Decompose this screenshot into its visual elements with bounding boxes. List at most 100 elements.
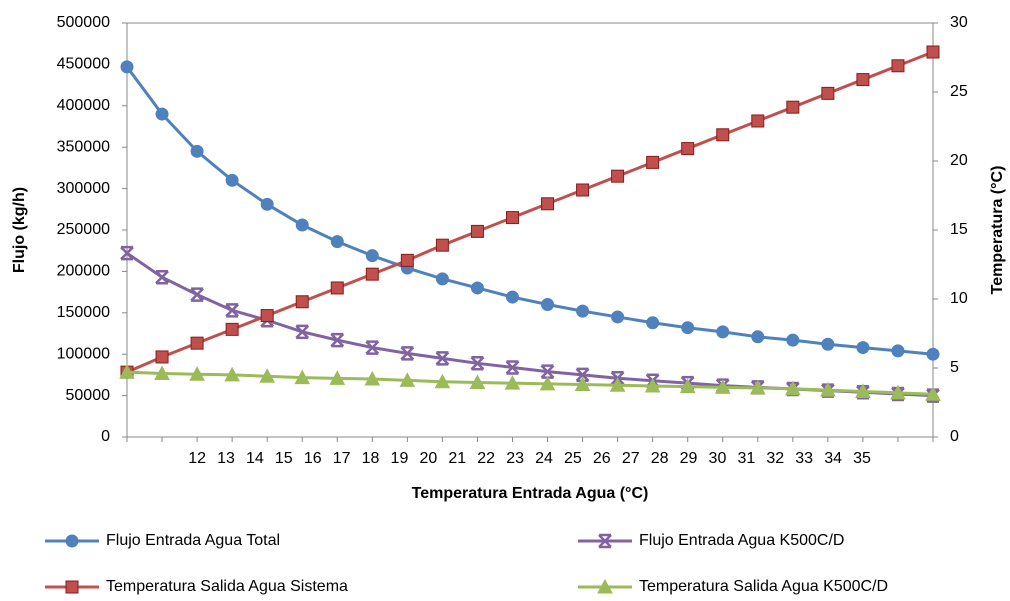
- y-tick-label: 200000: [57, 263, 110, 280]
- data-point: [435, 272, 449, 286]
- y-tick-label: 100000: [57, 345, 110, 362]
- y-tick-label: 450000: [57, 56, 110, 73]
- data-point: [470, 281, 484, 295]
- data-point: [224, 366, 240, 382]
- data-point: [575, 367, 590, 383]
- x-tick-label: 32: [766, 450, 784, 467]
- data-point: [399, 372, 416, 387]
- data-point: [821, 86, 835, 100]
- data-point: [155, 107, 169, 121]
- y2-tick-label: 25: [950, 83, 968, 100]
- data-point: [225, 173, 239, 187]
- data-point: [364, 370, 381, 386]
- data-point: [646, 316, 660, 330]
- data-point: [926, 45, 940, 59]
- data-point: [505, 290, 519, 304]
- data-point: [190, 287, 204, 302]
- data-point: [749, 379, 766, 395]
- data-point: [470, 224, 484, 238]
- y-tick-label: 0: [101, 428, 110, 445]
- data-point: [189, 366, 205, 381]
- x-tick-label: 29: [680, 450, 698, 467]
- y-tick-label: 150000: [57, 304, 110, 321]
- data-point: [681, 142, 695, 156]
- data-point: [330, 235, 344, 249]
- x-tick-label: 12: [188, 450, 206, 467]
- y2-tick-label: 20: [950, 152, 968, 169]
- y-tick-label: 50000: [66, 387, 111, 404]
- data-point: [681, 321, 695, 335]
- data-point: [295, 324, 310, 340]
- series-line: [126, 50, 934, 374]
- x-tick-label: 13: [217, 450, 235, 467]
- legend-marker: [65, 580, 79, 594]
- y-tick-label: 350000: [57, 138, 110, 155]
- data-point: [821, 337, 835, 351]
- data-point: [120, 245, 134, 261]
- y-tick-label: 250000: [57, 221, 110, 238]
- data-point: [891, 59, 905, 73]
- legend-marker: [597, 578, 613, 594]
- data-point: [679, 378, 696, 394]
- data-point: [541, 298, 555, 312]
- data-point: [505, 360, 520, 375]
- series-line: [126, 370, 934, 396]
- data-point: [609, 377, 626, 392]
- data-point: [225, 303, 240, 318]
- legend-marker: [598, 533, 612, 549]
- x-tick-label: 17: [333, 450, 351, 467]
- data-point: [400, 253, 414, 267]
- data-point: [786, 333, 800, 347]
- y2-tick-label: 30: [950, 14, 968, 31]
- data-point: [154, 365, 170, 381]
- data-point: [714, 379, 731, 394]
- y-tick-label: 400000: [57, 97, 110, 114]
- data-point: [330, 281, 344, 295]
- data-point: [435, 351, 450, 366]
- data-point: [365, 340, 380, 355]
- x-tick-label: 16: [304, 450, 322, 467]
- data-point: [540, 364, 555, 379]
- data-point: [505, 211, 519, 225]
- data-point: [504, 375, 521, 390]
- x-tick-label: 22: [477, 450, 495, 467]
- data-point: [329, 370, 346, 385]
- data-point: [365, 249, 379, 263]
- data-point: [260, 309, 274, 323]
- data-point: [541, 197, 555, 211]
- data-point: [330, 332, 345, 348]
- data-point: [611, 169, 625, 183]
- x-tick-label: 19: [391, 450, 409, 467]
- x-axis-title: Temperatura Entrada Agua (°C): [412, 485, 649, 502]
- data-point: [891, 344, 905, 358]
- x-tick-label: 20: [419, 450, 437, 467]
- x-tick-label: 14: [246, 450, 264, 467]
- x-tick-label: 18: [362, 450, 380, 467]
- x-tick-label: 15: [275, 450, 293, 467]
- x-tick-label: 21: [448, 450, 466, 467]
- data-point: [784, 380, 801, 396]
- x-tick-label: 27: [622, 450, 640, 467]
- data-point: [295, 218, 309, 232]
- x-tick-label: 23: [506, 450, 524, 467]
- data-point: [611, 310, 625, 324]
- data-point: [435, 238, 449, 252]
- y-tick-label: 500000: [57, 14, 110, 31]
- data-point: [820, 382, 836, 397]
- data-point: [716, 325, 730, 339]
- data-point: [925, 386, 941, 401]
- data-point: [190, 144, 204, 158]
- data-point: [646, 155, 660, 169]
- y2-tick-label: 0: [950, 428, 959, 445]
- legend-marker: [65, 534, 79, 548]
- data-point: [576, 304, 590, 318]
- data-point: [856, 73, 870, 87]
- x-tick-label: 31: [737, 450, 755, 467]
- data-point: [855, 383, 871, 398]
- data-point: [365, 267, 379, 281]
- data-point: [716, 128, 730, 142]
- y-axis-title: Flujo (kg/h): [11, 187, 28, 273]
- x-tick-label: 35: [853, 450, 871, 467]
- legend-label: Flujo Entrada Agua K500C/D: [639, 532, 844, 549]
- legend-label: Temperatura Salida Agua K500C/D: [639, 578, 888, 595]
